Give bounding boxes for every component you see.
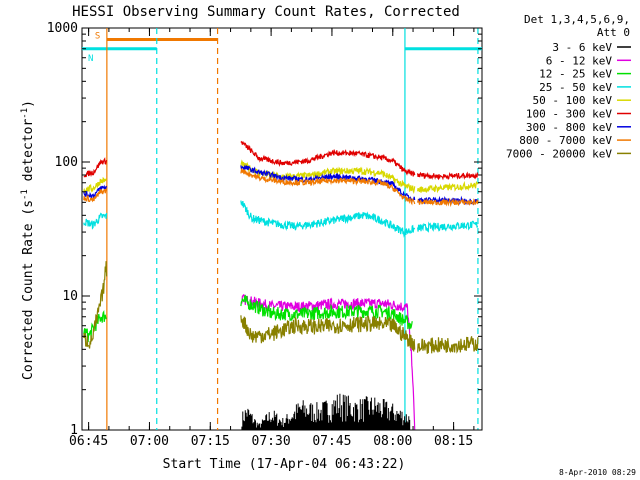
y-axis-label-sup1: -1: [20, 189, 30, 200]
y-tick-label-2: 100: [55, 155, 78, 170]
series-line-0: [241, 393, 411, 430]
status-layer: SN: [82, 32, 482, 64]
series-layer: [83, 140, 479, 430]
plot-frame: [81, 27, 483, 431]
legend-label-7: 800 - 7000 keV: [519, 134, 612, 147]
x-axis: 06:45 07:00 07:15 07:30 07:45 08:00 08:15: [69, 28, 475, 449]
legend-label-8: 7000 - 20000 keV: [506, 147, 612, 160]
legend-label-1: 6 - 12 keV: [546, 54, 613, 67]
series-line-8: [83, 261, 479, 354]
legend-label-4: 50 - 100 keV: [533, 94, 613, 107]
series-line-3: [83, 200, 479, 238]
y-tick-label-1: 10: [62, 289, 78, 304]
y-tick-label-3: 1000: [47, 21, 78, 36]
legend-label-0: 3 - 6 keV: [552, 41, 612, 54]
y-tick-label-0: 1: [70, 423, 78, 438]
legend-label-5: 100 - 300 keV: [526, 108, 612, 121]
y-axis-label-close: ): [21, 100, 36, 108]
legend-label-2: 12 - 25 keV: [539, 68, 612, 81]
legend-header-0: Det 1,3,4,5,6,9,: [524, 13, 630, 26]
chart-title: HESSI Observing Summary Count Rates, Cor…: [72, 4, 460, 20]
x-tick-label-5: 08:00: [373, 434, 412, 449]
x-tick-label-2: 07:15: [191, 434, 230, 449]
vertical-markers: [106, 28, 479, 430]
status-label-N: N: [88, 54, 93, 64]
series-line-5: [83, 140, 479, 181]
x-tick-label-1: 07:00: [130, 434, 169, 449]
y-axis-label-main: Corrected Count Rate (s: [21, 200, 36, 380]
x-tick-label-3: 07:30: [252, 434, 291, 449]
series-line-1: [241, 294, 416, 430]
series-line-6: [83, 164, 479, 206]
timestamp: 8-Apr-2010 08:29: [559, 468, 636, 477]
y-axis-label-mid: detector: [21, 119, 36, 190]
y-axis-label: Corrected Count Rate (s-1 detector-1): [20, 100, 36, 380]
status-label-S: S: [95, 32, 100, 42]
x-tick-label-0: 06:45: [69, 434, 108, 449]
legend-header-1: Att 0: [597, 26, 630, 39]
y-axis: 1 10 100 1000: [47, 21, 482, 438]
legend-label-3: 25 - 50 keV: [539, 81, 612, 94]
legend-label-6: 300 - 800 keV: [526, 121, 612, 134]
x-tick-label-6: 08:15: [434, 434, 473, 449]
x-tick-label-4: 07:45: [312, 434, 351, 449]
series-line-7: [83, 168, 479, 208]
x-axis-label: Start Time (17-Apr-04 06:43:22): [163, 457, 406, 472]
y-axis-label-sup2: -1: [20, 108, 30, 119]
